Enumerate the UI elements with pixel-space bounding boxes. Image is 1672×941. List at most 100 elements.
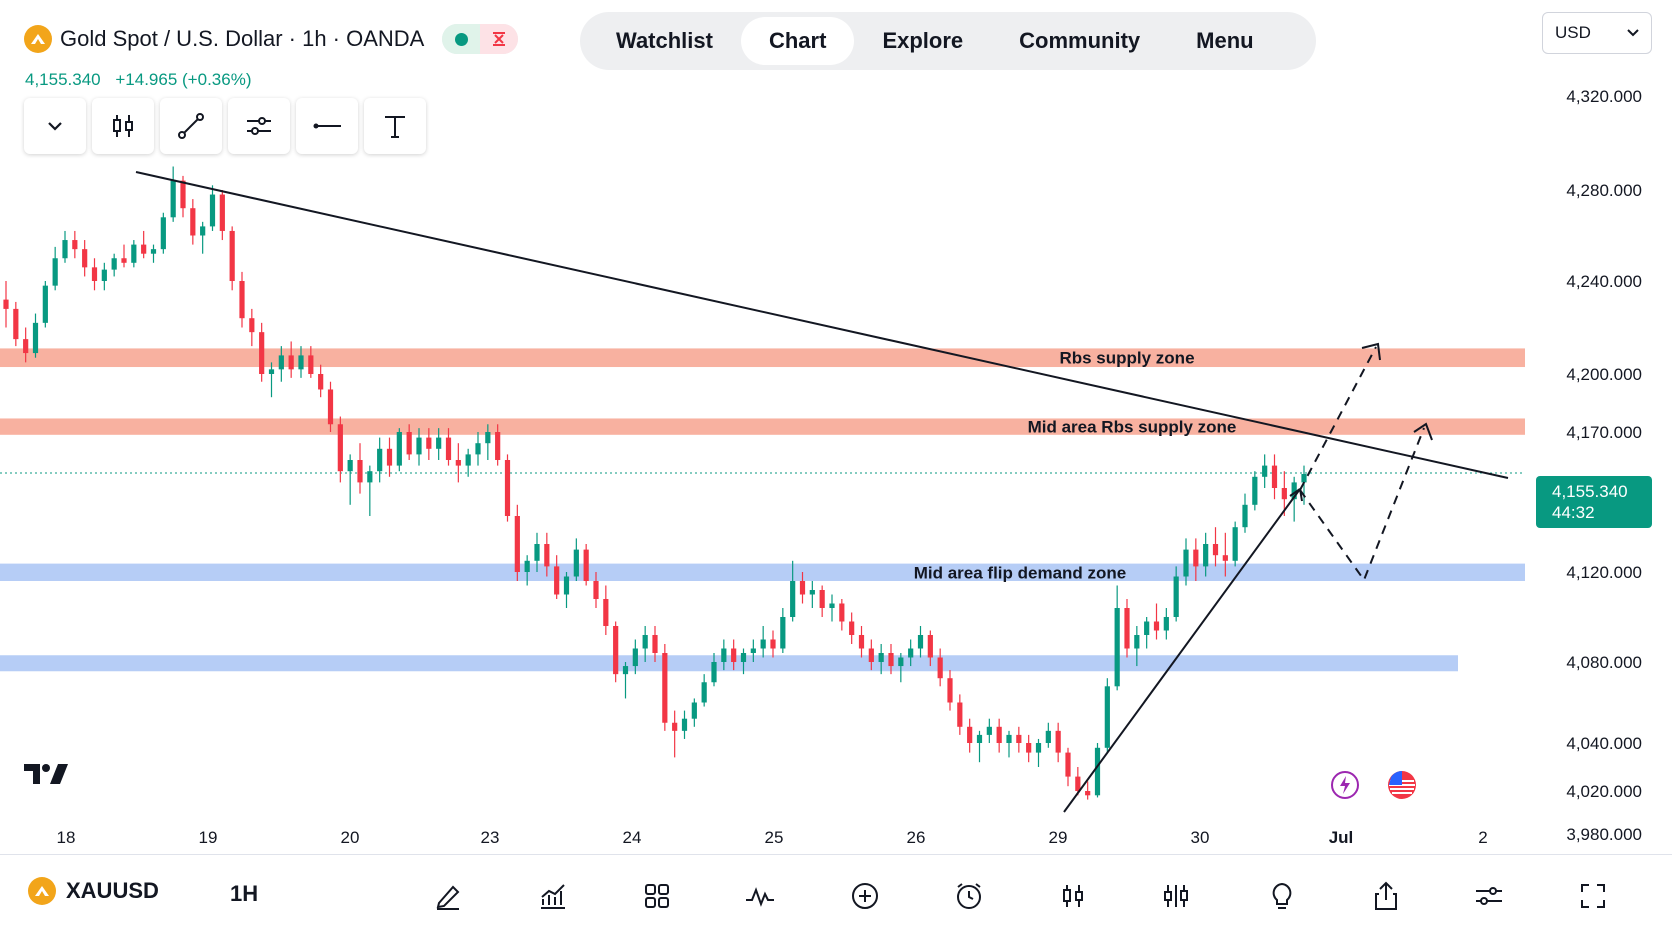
us-flag-icon[interactable] bbox=[1387, 770, 1417, 800]
time-tick: Jul bbox=[1329, 828, 1354, 847]
candle-body bbox=[455, 460, 461, 466]
candle-body bbox=[888, 653, 894, 667]
candle-body bbox=[52, 258, 58, 286]
layouts-button[interactable] bbox=[640, 879, 674, 913]
candle-body bbox=[1291, 482, 1297, 500]
indicators-tool[interactable] bbox=[228, 98, 290, 154]
candle-body bbox=[731, 648, 737, 662]
chart-type-button[interactable] bbox=[92, 98, 154, 154]
candle-body bbox=[219, 194, 225, 231]
tab-chart[interactable]: Chart bbox=[740, 17, 855, 65]
add-button[interactable] bbox=[848, 879, 882, 913]
share-button[interactable] bbox=[1369, 879, 1403, 913]
price-change: +14.965 (+0.36%) bbox=[115, 70, 252, 89]
candle-body bbox=[1144, 621, 1150, 635]
candle-body bbox=[1085, 791, 1091, 796]
replay-button[interactable] bbox=[743, 879, 777, 913]
candle-body bbox=[91, 267, 98, 281]
alarm-clock-icon bbox=[957, 883, 981, 909]
price-chart[interactable]: Rbs supply zone Mid area Rbs supply zone M… bbox=[0, 0, 1672, 854]
alert-button[interactable] bbox=[952, 879, 986, 913]
candle-body bbox=[72, 240, 78, 250]
symbol-header[interactable]: Gold Spot / U.S. Dollar · 1h · OANDA bbox=[24, 22, 519, 56]
candle-body bbox=[1006, 734, 1012, 743]
candle-body bbox=[465, 454, 471, 466]
symbol-label: XAUUSD bbox=[66, 878, 159, 903]
candle-body bbox=[406, 432, 412, 455]
currency-value: USD bbox=[1555, 23, 1591, 42]
horizontal-ray-tool[interactable] bbox=[296, 98, 358, 154]
candle-body bbox=[750, 648, 756, 653]
text-tool[interactable] bbox=[364, 98, 426, 154]
candle-body bbox=[563, 576, 570, 595]
candle-body bbox=[495, 432, 501, 460]
candle-body bbox=[927, 635, 933, 658]
candle-body bbox=[1252, 476, 1258, 505]
candle-body bbox=[337, 424, 343, 472]
candle-body bbox=[396, 432, 402, 466]
settings-button[interactable] bbox=[1472, 879, 1506, 913]
candle-body bbox=[711, 662, 717, 683]
last-price-tag-value: 4,155.340 bbox=[1552, 482, 1628, 501]
candle-body bbox=[3, 299, 9, 309]
candle-body bbox=[1183, 549, 1189, 577]
draw-button[interactable] bbox=[431, 879, 465, 913]
timeframe-selector[interactable]: 1H bbox=[230, 881, 259, 906]
candle-body bbox=[1026, 743, 1032, 753]
candle-body bbox=[701, 682, 707, 703]
fullscreen-button[interactable] bbox=[1576, 879, 1610, 913]
candle-body bbox=[131, 244, 137, 263]
market-open-icon bbox=[442, 24, 481, 54]
price-tick: 4,200.000 bbox=[1566, 365, 1642, 384]
price-summary: 4,155.340 +14.965 (+0.36%) bbox=[25, 70, 261, 90]
candle-body bbox=[298, 355, 304, 370]
candle-body bbox=[917, 635, 924, 649]
candle-body bbox=[858, 635, 865, 649]
candle-body bbox=[1065, 752, 1071, 777]
ideas-button[interactable] bbox=[1265, 879, 1299, 913]
candle-body bbox=[475, 443, 481, 455]
indicators-button[interactable] bbox=[536, 879, 570, 913]
price-axis[interactable]: 4,320.000 4,280.000 4,240.000 4,200.000 4,17… bbox=[1566, 87, 1642, 844]
compare-button[interactable] bbox=[1159, 879, 1193, 913]
collapse-toolbar-button[interactable] bbox=[24, 98, 86, 154]
tab-explore[interactable]: Explore bbox=[882, 28, 964, 53]
candle-body bbox=[229, 230, 235, 281]
candle-body bbox=[1203, 544, 1209, 567]
lightning-event-icon[interactable] bbox=[1330, 770, 1360, 800]
time-axis[interactable]: 18 19 20 23 24 25 26 29 30 Jul 2 bbox=[57, 828, 1488, 847]
zone-band bbox=[0, 655, 1458, 672]
bar-countdown: 44:32 bbox=[1552, 503, 1595, 522]
market-status-pill[interactable] bbox=[442, 24, 519, 54]
trendlines-layer bbox=[135, 171, 1509, 813]
price-tick: 4,170.000 bbox=[1566, 423, 1642, 442]
tab-menu[interactable]: Menu bbox=[1196, 28, 1254, 53]
candle-body bbox=[150, 249, 157, 254]
currency-select[interactable]: USD bbox=[1542, 12, 1652, 54]
chart-type-bottom-button[interactable] bbox=[1056, 879, 1090, 913]
candle-body bbox=[377, 448, 383, 472]
chart-line-icon bbox=[541, 884, 565, 909]
symbol-selector[interactable]: XAUUSD bbox=[28, 877, 159, 905]
tradingview-logo bbox=[24, 760, 68, 793]
time-tick: 30 bbox=[1191, 828, 1210, 847]
data-status-icon bbox=[480, 24, 519, 54]
zone-band bbox=[0, 418, 1525, 435]
tab-watchlist[interactable]: Watchlist bbox=[616, 28, 713, 53]
tab-community[interactable]: Community bbox=[1019, 28, 1141, 53]
bullish-projection bbox=[1299, 346, 1377, 491]
candle-body bbox=[809, 590, 815, 595]
candle-body bbox=[278, 355, 284, 370]
fullscreen-icon bbox=[1581, 884, 1605, 908]
candle-body bbox=[1045, 730, 1051, 743]
candle-body bbox=[1262, 465, 1268, 477]
candle-body bbox=[1222, 555, 1228, 561]
trend-line-tool[interactable] bbox=[160, 98, 222, 154]
candle-body bbox=[1094, 747, 1101, 796]
candle-body bbox=[347, 460, 353, 472]
candle-body bbox=[976, 734, 983, 743]
lightbulb-icon bbox=[1272, 882, 1292, 909]
main-nav: Watchlist Chart Explore Community Menu bbox=[580, 12, 1316, 70]
time-tick: 24 bbox=[623, 828, 642, 847]
candle-body bbox=[111, 258, 117, 270]
